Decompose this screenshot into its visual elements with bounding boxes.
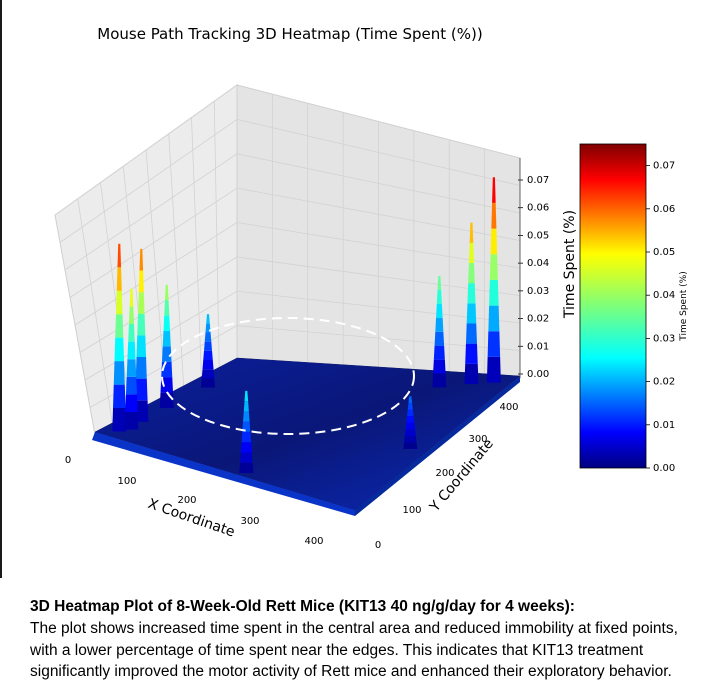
y-tick-label: 100 [402,505,421,516]
z-axis-label: Time Spent (%) [562,210,578,319]
surface-peak [201,314,216,388]
surface-peak [432,275,447,388]
z-tick-label: 0.03 [527,286,549,297]
surface-peak [124,288,139,430]
x-tick-label: 300 [240,516,259,527]
z-tick-label: 0.07 [527,175,549,186]
x-tick-label: 0 [65,455,71,466]
heatmap-surface [92,177,521,516]
z-tick-label: 0.04 [527,258,549,269]
colorbar-tick-label: 0.04 [653,290,675,301]
colorbar-tick-label: 0.07 [653,161,675,172]
x-tick-label: 100 [117,476,136,487]
caption-title: 3D Heatmap Plot of 8-Week-Old Rett Mice … [30,598,575,615]
y-tick-label: 0 [375,540,381,551]
z-axis-ticks: 0.00 0.01 0.02 0.03 0.04 0.05 0.06 0.07 [518,158,549,380]
colorbar-tick-label: 0.02 [653,377,675,388]
central-area-dashed-ellipse [161,317,415,435]
colorbar-tick-label: 0.06 [653,204,675,215]
caption-body: The plot shows increased time spent in t… [30,620,678,680]
pane-grid [59,94,521,426]
x-axis-ticks: 0 100 200 300 400 [65,455,324,547]
surface-peak [112,243,127,432]
z-tick-label: 0.06 [527,203,549,214]
z-tick-label: 0.02 [527,314,549,325]
colorbar-tick-label: 0.03 [653,333,675,344]
chart-title: Mouse Path Tracking 3D Heatmap (Time Spe… [97,25,482,43]
surface-peak [486,177,501,383]
y-axis-ticks: 0 100 200 300 400 [375,402,519,551]
y-tick-label: 400 [499,402,518,413]
x-tick-label: 400 [304,536,323,547]
y-tick-label: 300 [468,434,487,445]
surface-peak [464,222,479,385]
figure-caption: 3D Heatmap Plot of 8-Week-Old Rett Mice … [30,596,690,683]
colorbar-tick-label: 0.05 [653,247,675,258]
z-tick-label: 0.05 [527,230,549,241]
surface-peak [239,390,254,473]
x-tick-label: 200 [177,495,196,506]
y-tick-label: 200 [435,468,454,479]
z-tick-label: 0.00 [527,369,549,380]
colorbar-label: Time Spent (%) [679,271,689,342]
colorbar [579,143,647,469]
z-tick-label: 0.01 [527,341,549,352]
surface-peak [403,396,418,450]
colorbar-ticks: 0.00 0.01 0.02 0.03 0.04 0.05 0.06 0.07 [646,161,675,474]
colorbar-tick-label: 0.00 [653,463,675,474]
left-border-rule [0,0,2,578]
heatmap-3d-chart: Mouse Path Tracking 3D Heatmap (Time Spe… [54,25,689,551]
colorbar-tick-label: 0.01 [653,420,675,431]
